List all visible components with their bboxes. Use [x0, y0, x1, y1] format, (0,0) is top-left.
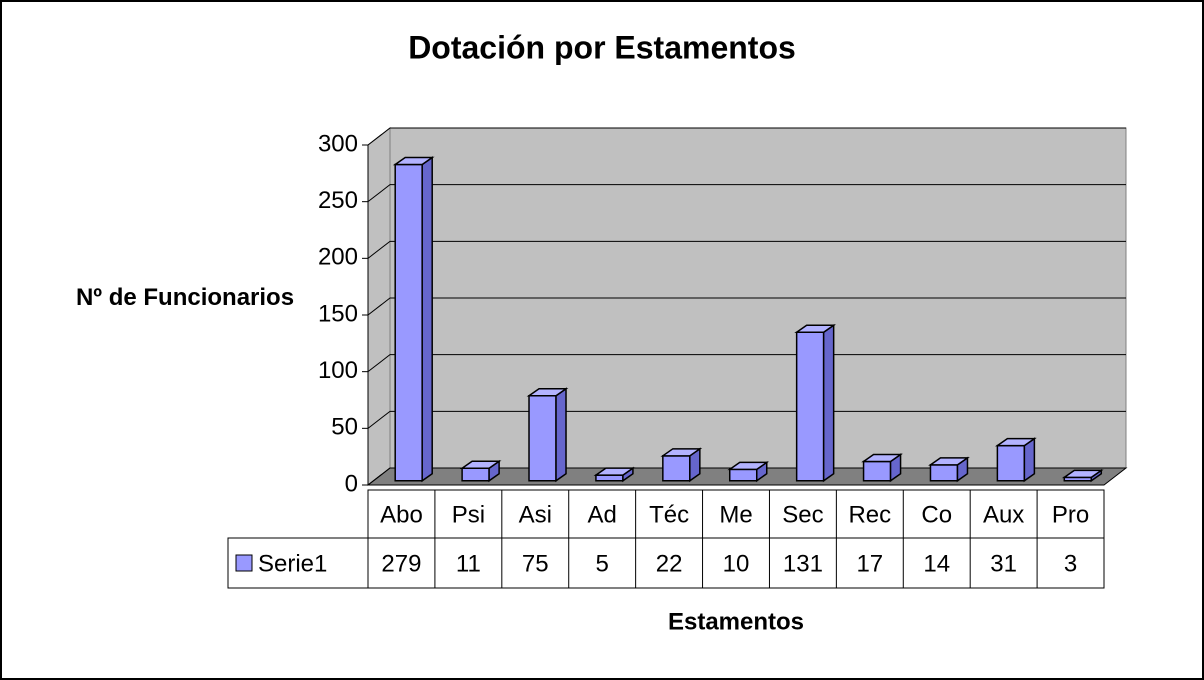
bar-front: [394, 163, 423, 482]
bar: [459, 459, 502, 483]
x-tick-label: Abo: [380, 501, 423, 528]
y-axis-label: Nº de Funcionarios: [75, 284, 295, 311]
y-tick-label: 150: [318, 300, 358, 327]
bar-top: [995, 437, 1037, 447]
bar-top: [1061, 469, 1104, 479]
bar-top: [459, 460, 502, 470]
table-value: 3: [1064, 550, 1077, 577]
table-value: 5: [596, 550, 609, 577]
table-value: 75: [522, 550, 549, 577]
bar: [1061, 468, 1104, 483]
bar-top: [727, 461, 770, 471]
bar-top: [593, 467, 636, 476]
bar-top: [794, 324, 837, 334]
x-tick-label: Co: [921, 501, 952, 528]
bar-front: [728, 468, 758, 482]
y-tick-label: 0: [345, 470, 358, 497]
legend-cell: [227, 537, 369, 589]
bar: [794, 323, 837, 483]
bar-top: [660, 448, 703, 457]
bar-top: [928, 457, 970, 466]
table-value: 31: [990, 550, 1017, 577]
y-tick-label: 50: [331, 414, 358, 441]
bar-top: [526, 388, 569, 397]
table-value: 279: [381, 550, 421, 577]
bar-top: [392, 156, 435, 166]
y-tick-label: 200: [318, 244, 358, 271]
bar: [727, 460, 770, 483]
y-tick-label: 100: [318, 357, 358, 384]
bar-front: [929, 464, 959, 482]
bar: [995, 437, 1037, 483]
bar-front: [662, 455, 691, 482]
grid-line: [367, 354, 1126, 373]
bar-side: [822, 323, 835, 483]
table-value: 131: [783, 550, 823, 577]
bar-side: [555, 387, 567, 483]
bar: [392, 156, 435, 483]
x-tick-label: Téc: [649, 501, 689, 528]
grid-line: [367, 297, 1126, 316]
x-tick-label: Aux: [983, 501, 1024, 528]
x-axis-label: Estamentos: [668, 608, 804, 635]
bar-front: [528, 395, 557, 482]
bar-front: [461, 467, 490, 482]
chart-title: Dotación por Estamentos: [408, 29, 796, 65]
x-tick-label: Sec: [782, 501, 823, 528]
x-tick-label: Ad: [588, 501, 617, 528]
grid-line: [367, 410, 1126, 429]
table-value: 17: [856, 550, 883, 577]
bar-front: [996, 444, 1026, 482]
bar: [928, 456, 970, 483]
x-tick-label: Psi: [452, 501, 485, 528]
bar-side: [421, 156, 433, 483]
grid-line: [367, 240, 1126, 259]
x-tick-label: Asi: [519, 501, 552, 528]
bar-front: [862, 460, 892, 482]
bar: [861, 453, 903, 483]
bar: [526, 387, 569, 483]
table-value: 14: [923, 550, 950, 577]
table-value: 10: [723, 550, 750, 577]
bar-front: [795, 331, 825, 482]
grid-line: [367, 184, 1126, 203]
legend-swatch: [235, 554, 253, 572]
grid-line: [367, 127, 1126, 146]
y-tick-label: 250: [318, 187, 358, 214]
table-value: 22: [656, 550, 683, 577]
x-tick-label: Me: [719, 501, 752, 528]
x-tick-label: Pro: [1052, 501, 1089, 528]
bar: [593, 466, 636, 483]
bar-top: [861, 453, 903, 463]
bar-front: [595, 474, 624, 482]
y-tick-label: 300: [318, 130, 358, 157]
bar: [660, 447, 703, 483]
x-tick-label: Rec: [848, 501, 891, 528]
legend-label: Serie1: [258, 550, 327, 577]
table-value: 11: [456, 550, 481, 577]
